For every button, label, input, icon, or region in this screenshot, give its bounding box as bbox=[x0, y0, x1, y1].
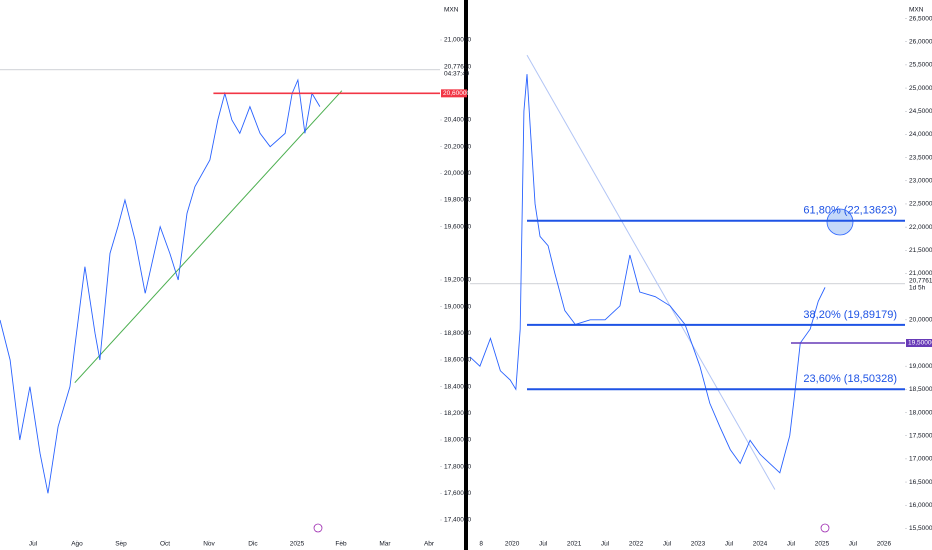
x-tick-label: Jul bbox=[29, 541, 38, 548]
price-line bbox=[469, 74, 826, 474]
price-tag-label: 20,60000 bbox=[443, 90, 470, 97]
x-tick-label: Feb bbox=[335, 541, 347, 548]
y-tick-label: 20,00000 bbox=[444, 170, 471, 177]
event-icon bbox=[820, 523, 830, 533]
y-tick-label: 17,80000 bbox=[444, 463, 471, 470]
x-tick-label: Jul bbox=[539, 541, 548, 548]
x-tick-label: Ago bbox=[71, 541, 83, 548]
x-tick-label: 2023 bbox=[691, 541, 706, 548]
y-tick-label: 17,60000 bbox=[444, 490, 471, 497]
y-tick-label: 26,00000 bbox=[909, 38, 932, 45]
unit-label: MXN bbox=[909, 7, 924, 14]
y-tick-label: 21,00000 bbox=[909, 270, 932, 277]
y-tick-label: 16,50000 bbox=[909, 479, 932, 486]
x-tick-label: Oct bbox=[160, 541, 170, 548]
y-tick-label: 16,00000 bbox=[909, 502, 932, 509]
x-tick-label: Dic bbox=[248, 541, 258, 548]
x-tick-label: Jul bbox=[663, 541, 672, 548]
y-tick-label: 20,00000 bbox=[909, 317, 932, 324]
x-tick-label: 8 bbox=[479, 541, 483, 548]
y-tick-label: 18,40000 bbox=[444, 383, 471, 390]
x-tick-label: Jul bbox=[787, 541, 796, 548]
unit-label: MXN bbox=[444, 7, 459, 14]
y-tick-label: 26,50000 bbox=[909, 15, 932, 22]
countdown-label: 04:37:49 bbox=[444, 71, 470, 78]
y-tick-label: 18,20000 bbox=[444, 410, 471, 417]
countdown-label: 1d 5h bbox=[909, 285, 926, 292]
fib-label: 23,60% (18,50328) bbox=[803, 373, 897, 385]
fib-label: 38,20% (19,89179) bbox=[803, 309, 897, 321]
x-tick-label: Jul bbox=[849, 541, 858, 548]
last-price-label: 20,77610 bbox=[444, 64, 471, 71]
y-tick-label: 19,00000 bbox=[909, 363, 932, 370]
y-tick-label: 18,80000 bbox=[444, 330, 471, 337]
price-line bbox=[0, 78, 321, 494]
y-tick-label: 17,00000 bbox=[909, 456, 932, 463]
y-tick-label: 25,50000 bbox=[909, 62, 932, 69]
x-tick-label: Mar bbox=[379, 541, 391, 548]
x-tick-label: Nov bbox=[203, 541, 215, 548]
y-tick-label: 21,00000 bbox=[444, 37, 471, 44]
y-tick-label: 18,60000 bbox=[444, 357, 471, 364]
y-tick-label: 21,50000 bbox=[909, 247, 932, 254]
y-tick-label: 18,00000 bbox=[909, 409, 932, 416]
trendline bbox=[526, 54, 776, 490]
fib-label: 61,80% (22,13623) bbox=[803, 205, 897, 217]
y-tick-label: 22,50000 bbox=[909, 201, 932, 208]
price-tag-label: 19,50000 bbox=[908, 340, 932, 347]
x-tick-label: 2026 bbox=[877, 541, 892, 548]
x-tick-label: 2025 bbox=[290, 541, 305, 548]
x-tick-label: Jul bbox=[725, 541, 734, 548]
y-tick-label: 24,50000 bbox=[909, 108, 932, 115]
x-tick-label: Abr bbox=[424, 541, 435, 548]
y-tick-label: 18,00000 bbox=[444, 437, 471, 444]
panel-divider bbox=[464, 0, 468, 550]
x-tick-label: 2024 bbox=[753, 541, 768, 548]
y-tick-label: 15,50000 bbox=[909, 525, 932, 532]
y-tick-label: 25,00000 bbox=[909, 85, 932, 92]
y-tick-label: 19,20000 bbox=[444, 277, 471, 284]
y-tick-label: 18,50000 bbox=[909, 386, 932, 393]
y-tick-label: 19,00000 bbox=[444, 303, 471, 310]
y-tick-label: 20,20000 bbox=[444, 143, 471, 150]
y-tick-label: 23,00000 bbox=[909, 177, 932, 184]
price-tag bbox=[441, 89, 467, 98]
x-tick-label: 2020 bbox=[505, 541, 520, 548]
trendline bbox=[74, 90, 343, 384]
x-tick-label: Jul bbox=[601, 541, 610, 548]
x-tick-label: Sep bbox=[115, 541, 127, 548]
y-tick-label: 19,60000 bbox=[444, 223, 471, 230]
price-tag bbox=[906, 339, 932, 348]
y-tick-label: 20,40000 bbox=[444, 117, 471, 124]
last-price-label: 20,77610 bbox=[909, 278, 932, 285]
highlight-circle bbox=[826, 208, 854, 236]
x-tick-label: 2021 bbox=[567, 541, 582, 548]
event-icon bbox=[313, 523, 323, 533]
y-tick-label: 22,00000 bbox=[909, 224, 932, 231]
x-tick-label: 2025 bbox=[815, 541, 830, 548]
y-tick-label: 17,50000 bbox=[909, 432, 932, 439]
x-tick-label: 2022 bbox=[629, 541, 644, 548]
y-tick-label: 17,40000 bbox=[444, 517, 471, 524]
y-tick-label: 23,50000 bbox=[909, 154, 932, 161]
y-tick-label: 19,80000 bbox=[444, 197, 471, 204]
y-tick-label: 24,00000 bbox=[909, 131, 932, 138]
